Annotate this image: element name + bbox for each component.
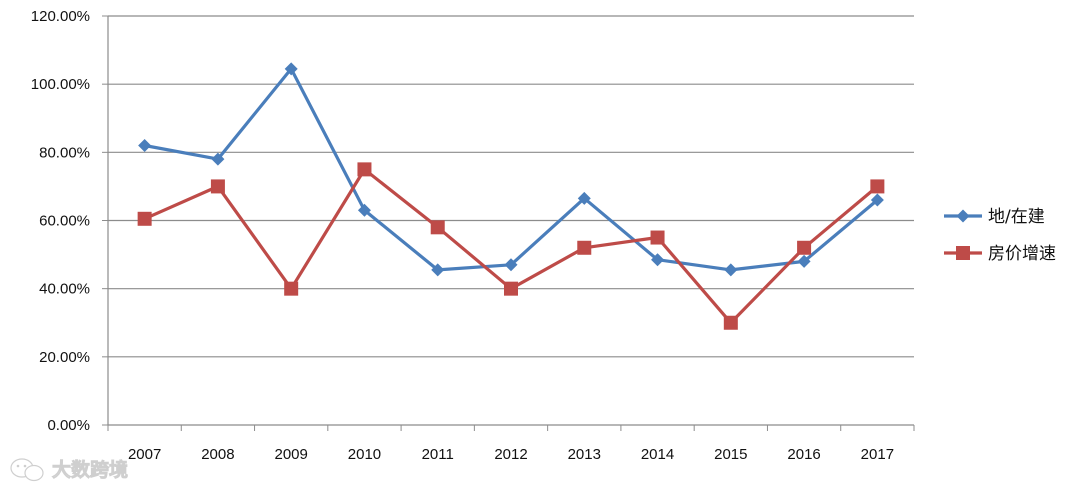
y-tick-label: 0.00% [47, 417, 90, 434]
series-2 [137, 162, 885, 330]
series-line [143, 167, 879, 325]
y-tick-label: 40.00% [39, 281, 90, 298]
data-point [357, 203, 371, 217]
axes: 0.00% 20.00% 40.00% 60.00% 80.00% 100.00% 120.… [31, 8, 915, 463]
x-tick-label: 2016 [787, 446, 820, 463]
legend-marker [956, 209, 970, 223]
wechat-logo-icon [10, 458, 44, 482]
y-tick-label: 100.00% [31, 76, 90, 93]
data-point [431, 263, 445, 277]
data-point [650, 230, 665, 245]
legend-item: 房价增速 [944, 244, 1056, 264]
x-tick-label: 2017 [861, 446, 894, 463]
legend-marker [956, 246, 970, 260]
x-tick-label: 2012 [494, 446, 527, 463]
x-tick-label: 2013 [568, 446, 601, 463]
data-point [211, 152, 225, 166]
data-point [797, 254, 811, 268]
grid-lines [108, 15, 914, 358]
data-point [651, 253, 665, 267]
data-point [284, 62, 298, 76]
series-layer [137, 62, 885, 330]
data-point [577, 191, 591, 205]
data-point [504, 258, 518, 272]
data-point [870, 193, 884, 207]
data-point [724, 263, 738, 277]
watermark: 大数跨境 [10, 458, 128, 482]
data-point [357, 162, 372, 177]
legend-label: 房价增速 [988, 244, 1056, 264]
x-tick-label: 2009 [274, 446, 307, 463]
data-point [504, 281, 518, 296]
legend-label: 地/在建 [988, 207, 1045, 227]
x-tick-label: 2015 [714, 446, 747, 463]
data-point [137, 211, 152, 226]
data-point [284, 281, 299, 296]
legend-item: 地/在建 [944, 207, 1045, 227]
x-tick-label: 2014 [641, 446, 674, 463]
y-tick-label: 60.00% [39, 213, 90, 230]
watermark-text: 大数跨境 [52, 458, 128, 481]
x-tick-label: 2010 [348, 446, 381, 463]
data-point [138, 139, 152, 153]
data-point [210, 179, 225, 194]
y-tick-label: 20.00% [39, 349, 90, 366]
x-tick-label: 2011 [422, 446, 454, 463]
y-tick-label: 120.00% [31, 8, 90, 25]
data-point [870, 179, 885, 194]
x-tick-label: 2008 [201, 446, 234, 463]
data-point [577, 240, 592, 255]
x-tick-label: 2007 [128, 446, 161, 463]
data-point [723, 315, 738, 330]
data-point [797, 240, 812, 255]
series-1 [138, 62, 884, 277]
y-tick-label: 80.00% [39, 144, 90, 161]
data-point [430, 220, 445, 235]
